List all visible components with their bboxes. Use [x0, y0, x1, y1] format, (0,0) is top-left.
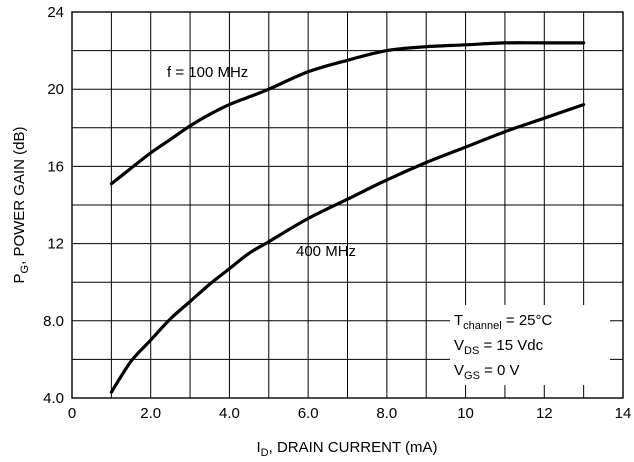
- x-tick-label: 2.0: [140, 405, 161, 422]
- conditions-annotation: Tchannel = 25°C VDS = 15 Vdc VGS = 0 V: [450, 305, 610, 385]
- x-tick-label: 10: [457, 405, 474, 422]
- y-tick-label: 4.0: [43, 390, 64, 407]
- x-tick-label: 12: [536, 405, 553, 422]
- y-tick-label: 20: [47, 81, 64, 98]
- x-tick-label: 4.0: [219, 405, 240, 422]
- x-tick-label: 6.0: [298, 405, 319, 422]
- curves: [109, 41, 586, 394]
- x-tick-label: 0: [68, 405, 76, 422]
- series-label-100mhz: f = 100 MHz: [167, 64, 248, 81]
- plot-frame: [71, 11, 624, 399]
- y-tick-label: 16: [47, 158, 64, 175]
- tick-labels: 0 2.0 4.0 6.0 8.0 10 12 14 4.0 8.0 12 16 20 24: [43, 4, 631, 422]
- series-label-400mhz: 400 MHz: [296, 243, 356, 260]
- y-axis-title: PG, POWER GAIN (dB): [11, 127, 31, 284]
- y-tick-label: 12: [47, 236, 64, 253]
- x-tick-label: 14: [615, 405, 632, 422]
- annotation-vds: VDS = 15 Vdc: [454, 337, 544, 357]
- series-line-100mhz: [109, 41, 586, 186]
- x-axis-title: ID, DRAIN CURRENT (mA): [256, 439, 437, 459]
- annotation-vgs: VGS = 0 V: [454, 362, 520, 382]
- annotation-temperature: Tchannel = 25°C: [454, 312, 552, 332]
- y-tick-label: 24: [47, 4, 64, 21]
- y-tick-label: 8.0: [43, 313, 64, 330]
- x-tick-label: 8.0: [376, 405, 397, 422]
- series-line-400mhz: [109, 103, 586, 394]
